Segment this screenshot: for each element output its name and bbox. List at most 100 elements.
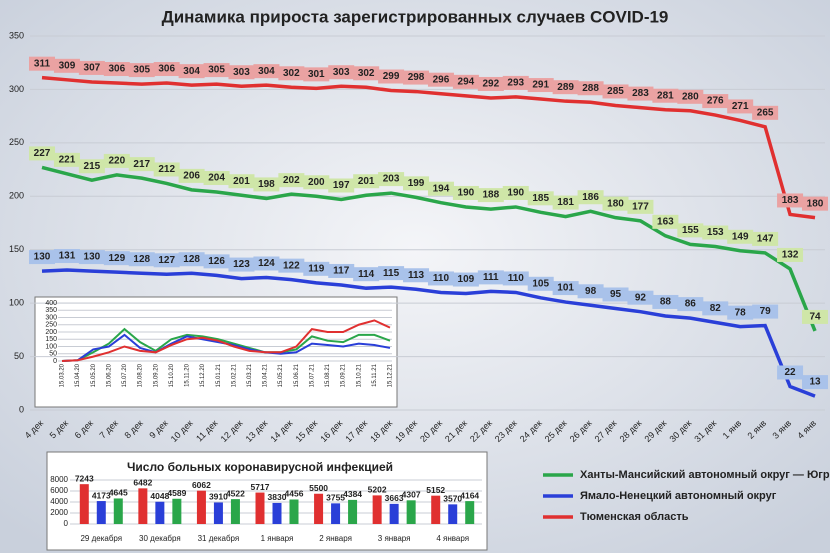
data-label-box: [577, 284, 604, 299]
y-tick-label: 0: [53, 358, 57, 365]
data-label: 206: [183, 171, 200, 182]
bar: [389, 503, 399, 524]
y-tick-label: 250: [9, 137, 24, 147]
data-label: 265: [757, 107, 774, 118]
y-tick-label: 100: [9, 298, 24, 308]
data-label: 4307: [402, 490, 421, 500]
bar: [196, 490, 206, 524]
data-label: 6062: [192, 480, 211, 490]
data-label-box: [103, 153, 130, 168]
x-tick-label: 15.07.21: [309, 363, 315, 387]
data-label-box: [527, 191, 554, 206]
bar-title: Число больных коронавирусной инфекцией: [127, 460, 393, 474]
data-label: 221: [59, 154, 76, 165]
data-label: 288: [582, 83, 599, 94]
data-label: 6482: [133, 478, 152, 488]
x-tick-label: 1 января: [261, 534, 294, 543]
x-tick-label: 15.03.21: [247, 363, 253, 387]
data-label-box: [403, 176, 430, 191]
data-label: 109: [458, 274, 475, 285]
data-label-box: [502, 75, 529, 90]
data-label-box: [602, 84, 629, 99]
y-tick-label: 200: [9, 191, 24, 201]
data-label: 3910: [209, 492, 228, 502]
data-label: 122: [283, 260, 300, 271]
bar: [465, 501, 475, 524]
data-label: 5152: [426, 485, 445, 495]
data-label: 197: [333, 180, 350, 191]
data-label: 201: [233, 176, 250, 187]
data-label-box: [128, 157, 155, 172]
data-label-box: [652, 88, 679, 103]
data-label-box: [427, 181, 454, 196]
data-label: 299: [383, 71, 400, 82]
data-label: 280: [682, 91, 699, 102]
data-label-box: [602, 287, 629, 302]
data-label-box: [677, 223, 704, 238]
x-tick-label: 15.08.20: [138, 363, 144, 387]
data-label-box: [403, 70, 430, 85]
data-label: 309: [59, 60, 76, 71]
bar: [255, 492, 265, 524]
data-label-box: [777, 247, 804, 262]
data-label-box: [378, 69, 405, 84]
x-tick-label: 15.05.20: [91, 363, 97, 387]
bar: [172, 498, 182, 524]
data-label: 98: [585, 286, 597, 297]
x-tick-label: 15.05.21: [278, 363, 284, 387]
data-label: 271: [732, 101, 749, 112]
data-label: 202: [283, 175, 300, 186]
x-tick-label: 4 января: [436, 534, 469, 543]
data-label-box: [427, 271, 454, 286]
data-label-box: [178, 252, 205, 267]
data-label: 130: [34, 252, 51, 263]
data-label: 82: [710, 303, 722, 314]
data-label-box: [303, 67, 330, 82]
data-label-box: [452, 272, 479, 287]
data-label-box: [802, 196, 828, 211]
data-label: 78: [735, 307, 747, 318]
x-tick-label: 15.12.20: [200, 363, 206, 387]
data-label: 101: [557, 283, 574, 294]
data-label-box: [178, 64, 205, 79]
data-label: 163: [657, 216, 674, 227]
data-label: 114: [358, 269, 375, 280]
legend-label: Ямало-Ненецкий автономный округ: [580, 490, 777, 502]
data-label-box: [502, 271, 529, 286]
data-label-box: [378, 172, 405, 187]
data-label: 185: [532, 193, 549, 204]
data-label-box: [29, 56, 55, 71]
data-label: 130: [84, 252, 101, 263]
data-label: 306: [108, 64, 125, 75]
data-label: 281: [657, 90, 674, 101]
y-tick-label: 250: [45, 322, 57, 329]
data-label-box: [128, 63, 155, 78]
data-label: 200: [308, 177, 325, 188]
data-label: 199: [408, 178, 425, 189]
data-label: 4522: [226, 488, 245, 498]
bar: [230, 499, 240, 524]
data-label: 128: [183, 254, 200, 265]
y-tick-label: 8000: [50, 475, 68, 484]
x-tick-label: 15.07.20: [122, 363, 128, 387]
chart-title: Динамика прироста зарегистрированных слу…: [162, 7, 669, 26]
data-label: 110: [433, 273, 450, 284]
data-label: 183: [782, 195, 799, 206]
data-label-box: [427, 72, 454, 87]
data-label: 186: [582, 192, 599, 203]
data-label-box: [752, 304, 779, 319]
data-label-box: [228, 65, 255, 80]
data-label: 3830: [268, 492, 287, 502]
data-label-box: [178, 168, 205, 183]
data-label: 4384: [343, 489, 362, 499]
data-label-box: [153, 253, 180, 268]
data-label-box: [53, 152, 80, 167]
data-label: 110: [508, 273, 525, 284]
data-label-box: [228, 174, 255, 189]
x-tick-label: 15.06.20: [106, 363, 112, 387]
legend-label: Ханты-Мансийский автономный округ — Югра: [580, 469, 830, 481]
y-tick-label: 350: [9, 30, 24, 40]
y-tick-label: 200: [45, 329, 57, 336]
data-label: 3570: [443, 494, 462, 504]
x-tick-label: 3 января: [378, 534, 411, 543]
